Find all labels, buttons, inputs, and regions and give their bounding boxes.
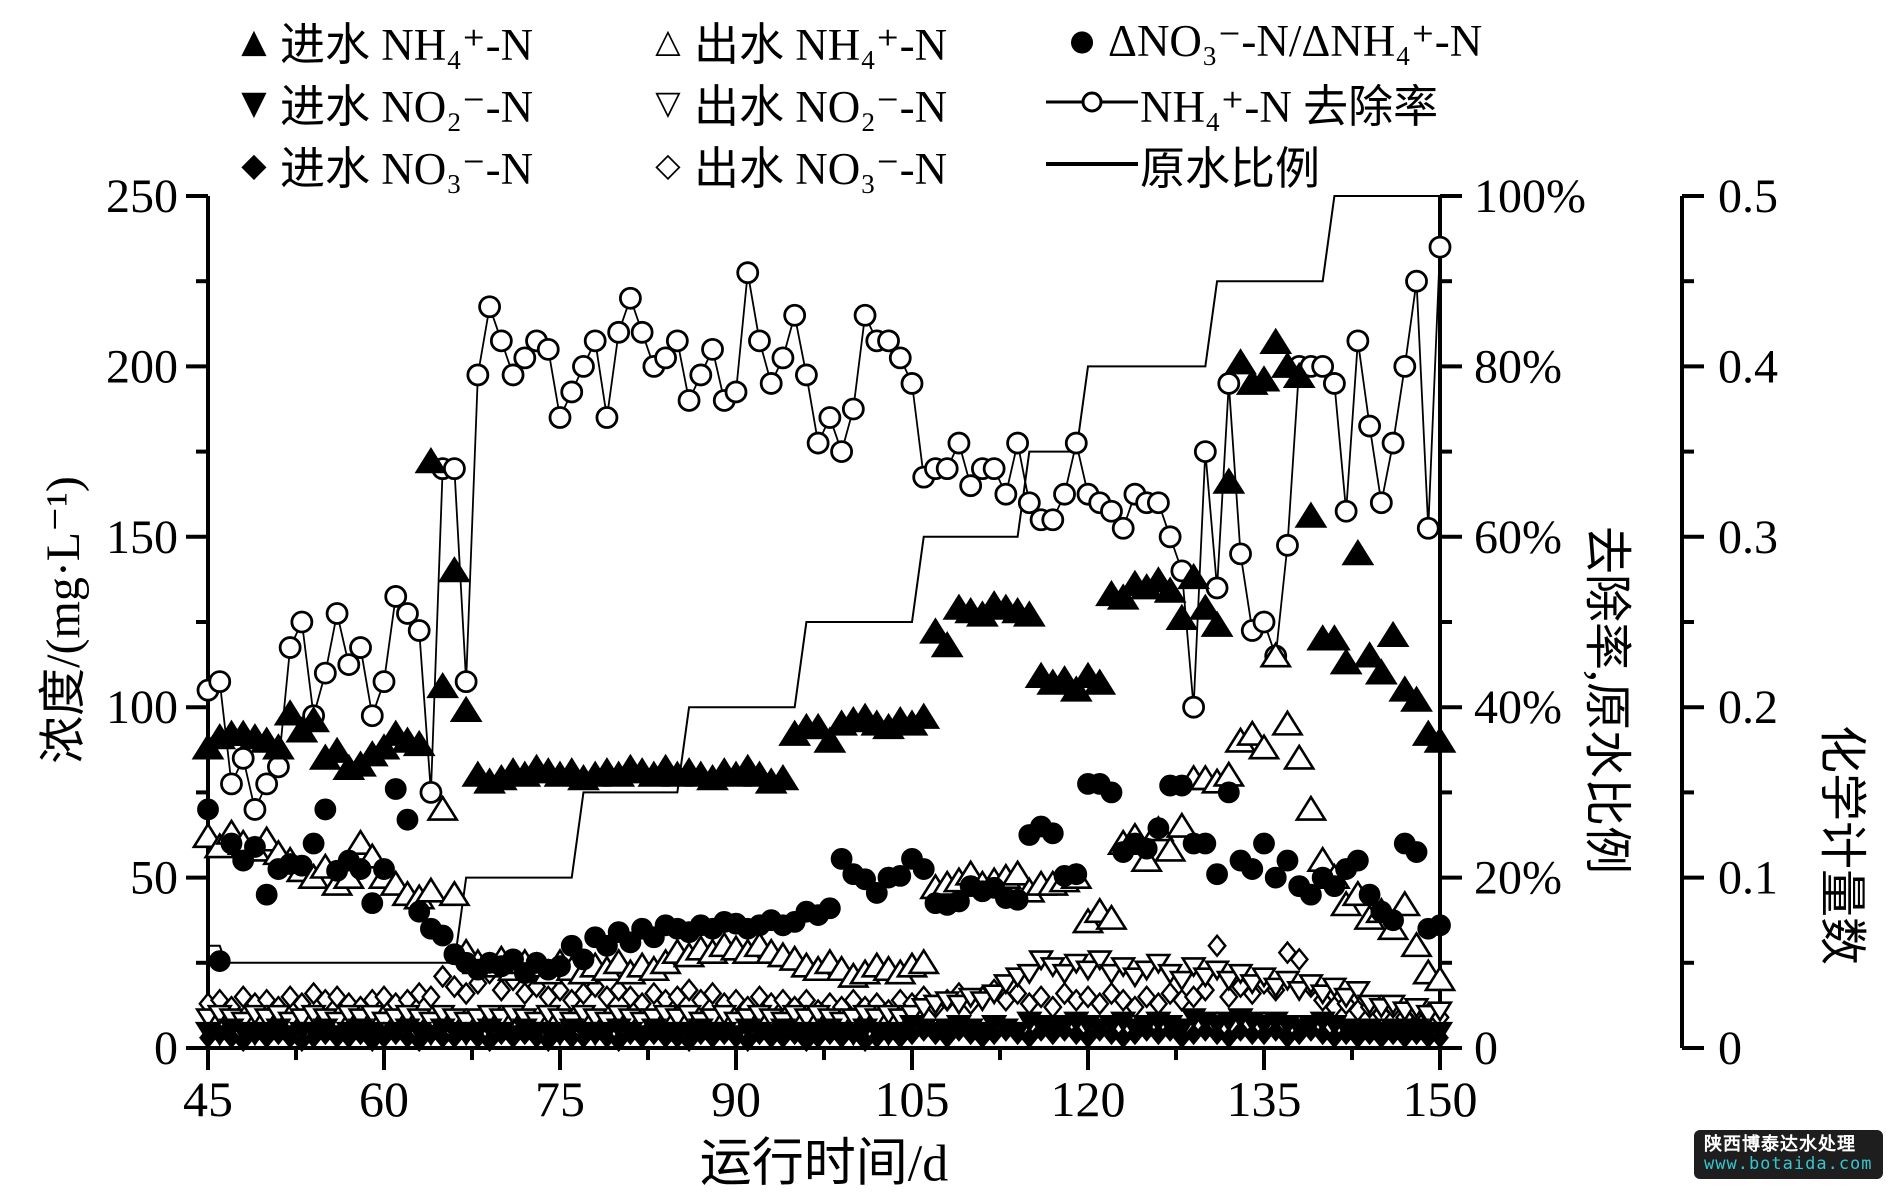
x-tick-label: 150 <box>1403 1071 1478 1127</box>
legend-label: 原水比例 <box>1140 143 1321 194</box>
y-axis-right-stoich-title: 化学计量数 <box>1815 724 1868 966</box>
x-tick-label: 120 <box>1051 1071 1126 1127</box>
y-left-tick-label: 50 <box>130 852 178 905</box>
legend-label: 出水 NH₄⁺-N <box>694 19 948 70</box>
outflow-no2-marker-icon: ▽ <box>655 82 681 122</box>
y-right-stoich-tick-label: 0.2 <box>1718 681 1778 734</box>
x-tick-label: 45 <box>183 1071 233 1127</box>
y-left-tick-label: 100 <box>106 681 178 734</box>
y-right-stoich-tick-label: 0.1 <box>1718 852 1778 905</box>
inflow-nh4-marker-icon: ▲ <box>241 20 267 60</box>
legend-item-outflow-nh4: △ 出水 NH₄⁺-N <box>642 12 947 70</box>
y-axis-right-percent-title: 去除率,原水比例 <box>1580 525 1633 875</box>
series-stoich <box>197 772 1451 984</box>
watermark-url: www.botaida.com <box>1704 1153 1873 1174</box>
y-left-tick-label: 200 <box>106 340 178 393</box>
legend-item-inflow-no3: ◆ 进水 NO₃⁻-N <box>228 136 533 194</box>
y-right-stoich-tick-label: 0 <box>1718 1022 1742 1075</box>
x-tick-label: 75 <box>535 1071 585 1127</box>
y-right-stoich-tick-label: 0.4 <box>1718 340 1778 393</box>
legend-label: 出水 NO₃⁻-N <box>694 143 948 194</box>
legend-item-outflow-no3: ◇ 出水 NO₃⁻-N <box>642 136 947 194</box>
x-axis-title: 运行时间/d <box>699 1135 949 1193</box>
y-left-tick-label: 0 <box>154 1022 178 1075</box>
x-tick-label: 105 <box>875 1071 950 1127</box>
y-axis-left-title: 浓度/(mg·L⁻¹) <box>37 476 90 764</box>
stoich-ratio-marker-icon: ● <box>1069 22 1095 57</box>
y-right-percent-tick-label: 20% <box>1474 852 1562 905</box>
y-right-stoich-tick-label: 0.5 <box>1718 170 1778 223</box>
y-right-percent-tick-label: 100% <box>1474 170 1586 223</box>
removal-rate-line-icon <box>1044 88 1140 116</box>
legend-label: NH₄⁺-N 去除率 <box>1140 81 1439 132</box>
legend-item-raw-water-ratio: 原水比例 <box>1044 136 1320 194</box>
legend-item-inflow-no2: ▼ 进水 NO₂⁻-N <box>228 74 533 132</box>
series-raw-water-ratio <box>208 195 1440 964</box>
inflow-no2-marker-icon: ▼ <box>241 82 267 122</box>
legend-label: 出水 NO₂⁻-N <box>694 81 948 132</box>
x-tick-label: 60 <box>359 1071 409 1127</box>
series-outflow-nh4 <box>191 641 1457 992</box>
series-outflow-no2 <box>194 950 1454 1033</box>
y-left-tick-label: 250 <box>106 170 178 223</box>
series-inflow-nh4 <box>191 327 1457 794</box>
watermark-badge: 陕西博泰达水处理 www.botaida.com <box>1694 1130 1883 1180</box>
legend-item-stoich: ● ΔNO₃⁻-N/ΔNH₄⁺-N <box>1056 12 1482 68</box>
y-right-stoich-tick-label: 0.3 <box>1718 511 1778 564</box>
legend-item-removal-rate: NH₄⁺-N 去除率 <box>1044 74 1438 132</box>
y-left-tick-label: 150 <box>106 511 178 564</box>
legend-label: 进水 NH₄⁺-N <box>280 19 534 70</box>
x-tick-label: 135 <box>1227 1071 1302 1127</box>
legend-item-inflow-nh4: ▲ 进水 NH₄⁺-N <box>228 12 533 70</box>
legend-item-outflow-no2: ▽ 出水 NO₂⁻-N <box>642 74 947 132</box>
y-right-percent-tick-label: 40% <box>1474 681 1562 734</box>
legend-label: 进水 NO₃⁻-N <box>280 143 534 194</box>
y-right-percent-tick-label: 80% <box>1474 340 1562 393</box>
y-right-percent-tick-label: 0 <box>1474 1022 1498 1075</box>
legend-label: ΔNO₃⁻-N/ΔNH₄⁺-N <box>1108 15 1483 66</box>
outflow-nh4-marker-icon: △ <box>655 20 681 60</box>
series-inflow-no3 <box>199 1020 1449 1053</box>
raw-water-ratio-line-icon <box>1044 150 1140 178</box>
outflow-no3-marker-icon: ◇ <box>655 144 681 184</box>
x-tick-label: 90 <box>711 1071 761 1127</box>
y-right-percent-tick-label: 60% <box>1474 511 1562 564</box>
inflow-no3-marker-icon: ◆ <box>241 144 267 184</box>
watermark-company-name: 陕西博泰达水处理 <box>1704 1134 1856 1154</box>
legend-label: 进水 NO₂⁻-N <box>280 81 534 132</box>
